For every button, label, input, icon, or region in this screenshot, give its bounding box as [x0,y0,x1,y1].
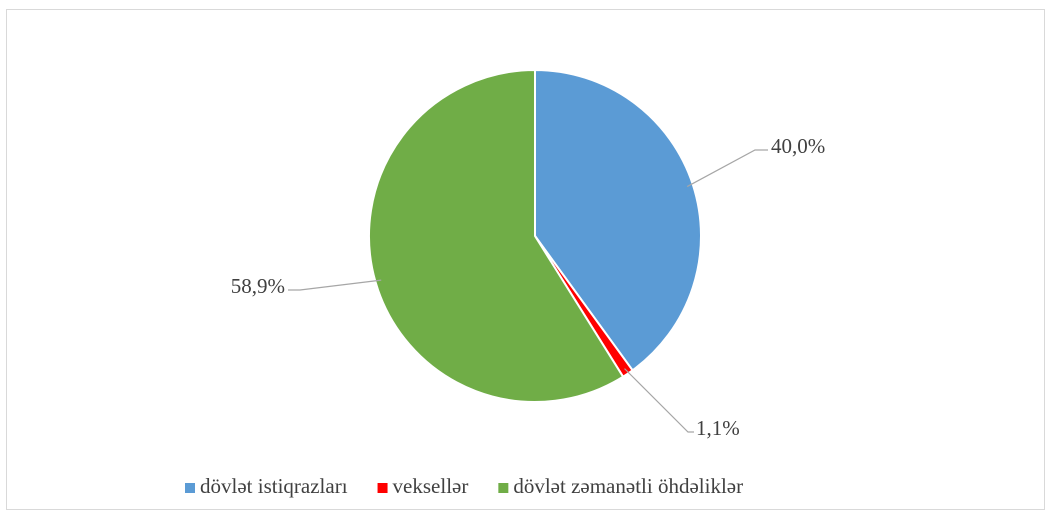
legend-label: dövlət zəmanətli öhdəliklər [513,474,743,498]
pie-slice [534,68,702,372]
legend-label: veksellər [393,474,469,498]
legend-swatch [185,483,195,493]
pie-slice [368,68,625,403]
data-label: 1,1% [696,416,740,440]
leader-line [624,368,694,433]
legend-swatch [498,483,509,493]
data-label: 40,0% [771,134,825,158]
leader-line [288,279,382,291]
leader-line [686,149,768,188]
legend-label: dövlət istiqrazları [200,474,348,498]
legend-swatch [377,483,388,493]
data-label: 58,9% [231,274,285,298]
